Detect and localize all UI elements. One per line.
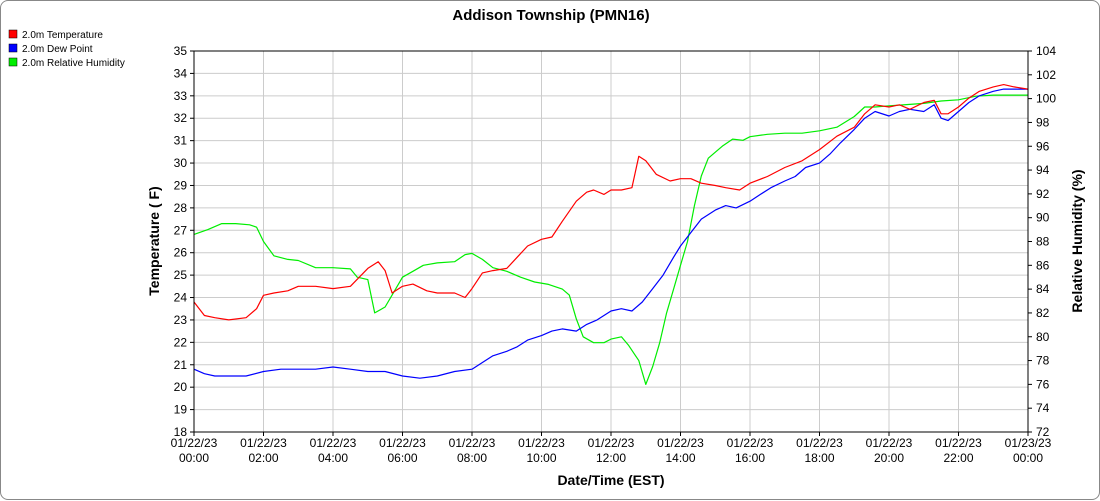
x-tick-time: 14:00 (665, 451, 695, 465)
x-tick-time: 00:00 (179, 451, 209, 465)
y-tick-label: 22 (174, 335, 188, 349)
y-tick-label: 21 (174, 358, 188, 372)
y2-tick-label: 92 (1036, 187, 1050, 201)
x-tick-time: 10:00 (526, 451, 556, 465)
y2-tick-label: 94 (1036, 163, 1050, 177)
x-tick-time: 18:00 (804, 451, 834, 465)
x-axis: 01/22/2300:0001/22/2302:0001/22/2304:000… (171, 432, 1052, 465)
x-axis-title: Date/Time (EST) (557, 472, 664, 488)
y-tick-label: 26 (174, 246, 188, 260)
y2-tick-label: 80 (1036, 330, 1050, 344)
x-tick-time: 08:00 (457, 451, 487, 465)
series-line-temperature (193, 83, 1029, 321)
y-tick-label: 30 (174, 156, 188, 170)
y2-tick-label: 82 (1036, 306, 1050, 320)
y2-tick-label: 104 (1036, 44, 1056, 58)
y-tick-label: 23 (174, 313, 188, 327)
legend-swatch (8, 43, 18, 53)
y2-tick-label: 88 (1036, 235, 1050, 249)
x-tick-date: 01/22/23 (171, 436, 218, 450)
y-tick-label: 18 (174, 425, 188, 439)
grid (193, 50, 1029, 433)
legend-swatch (8, 57, 18, 67)
x-tick-date: 01/22/23 (518, 436, 565, 450)
y-tick-label: 28 (174, 201, 188, 215)
x-tick-date: 01/22/23 (727, 436, 774, 450)
legend-label: 2.0m Dew Point (22, 44, 93, 55)
x-tick-date: 01/22/23 (657, 436, 704, 450)
x-tick-time: 20:00 (874, 451, 904, 465)
y-tick-label: 35 (174, 44, 188, 58)
x-tick-time: 16:00 (735, 451, 765, 465)
y-tick-label: 19 (174, 403, 188, 417)
series-layer (193, 83, 1029, 385)
y2-tick-label: 100 (1036, 92, 1056, 106)
x-tick-date: 01/23/23 (1005, 436, 1052, 450)
y-tick-label: 33 (174, 89, 188, 103)
y2-tick-label: 74 (1036, 401, 1050, 415)
y-tick-label: 24 (174, 291, 188, 305)
y2-tick-label: 102 (1036, 68, 1056, 82)
y2-tick-label: 76 (1036, 377, 1050, 391)
y2-tick-label: 72 (1036, 425, 1050, 439)
y-tick-label: 34 (174, 66, 188, 80)
x-tick-date: 01/22/23 (310, 436, 357, 450)
x-tick-time: 02:00 (248, 451, 278, 465)
legend-label: 2.0m Temperature (22, 30, 103, 41)
x-tick-time: 22:00 (943, 451, 973, 465)
y-axis-title: Temperature ( F) (146, 186, 162, 295)
x-tick-time: 12:00 (596, 451, 626, 465)
chart-title: Addison Township (PMN16) (452, 7, 649, 24)
y-axis-left: 18 19 20 21 22 23 24 25 26 27 28 29 30 31 32 33 34 35 (174, 44, 194, 439)
y-tick-label: 25 (174, 268, 188, 282)
x-tick-date: 01/22/23 (240, 436, 287, 450)
x-tick-date: 01/22/23 (935, 436, 982, 450)
x-tick-time: 06:00 (387, 451, 417, 465)
y2-tick-label: 84 (1036, 282, 1050, 296)
y-tick-label: 27 (174, 223, 188, 237)
x-tick-date: 01/22/23 (449, 436, 496, 450)
legend: 2.0m Temperature 2.0m Dew Point 2.0m Relat… (8, 29, 125, 69)
y-tick-label: 31 (174, 134, 188, 148)
y-tick-label: 29 (174, 178, 188, 192)
legend-label: 2.0m Relative Humidity (22, 58, 125, 69)
series-line-relative-humidity (193, 94, 1028, 385)
x-tick-date: 01/22/23 (588, 436, 635, 450)
x-tick-date: 01/22/23 (379, 436, 426, 450)
x-tick-date: 01/22/23 (866, 436, 913, 450)
y2-axis-title: Relative Humidity (%) (1069, 169, 1085, 312)
y-tick-label: 20 (174, 380, 188, 394)
x-tick-time: 04:00 (318, 451, 348, 465)
x-tick-time: 00:00 (1013, 451, 1043, 465)
y2-tick-label: 86 (1036, 258, 1050, 272)
y-tick-label: 32 (174, 111, 188, 125)
y-axis-right: 72 74 76 78 80 82 84 86 88 90 92 94 96 98 100 102 104 (1028, 44, 1056, 439)
series-line-dew-point (193, 88, 1028, 379)
y2-tick-label: 96 (1036, 139, 1050, 153)
x-tick-date: 01/22/23 (796, 436, 843, 450)
y2-tick-label: 90 (1036, 211, 1050, 225)
y2-tick-label: 98 (1036, 115, 1050, 129)
legend-swatch (8, 29, 18, 39)
y2-tick-label: 78 (1036, 354, 1050, 368)
